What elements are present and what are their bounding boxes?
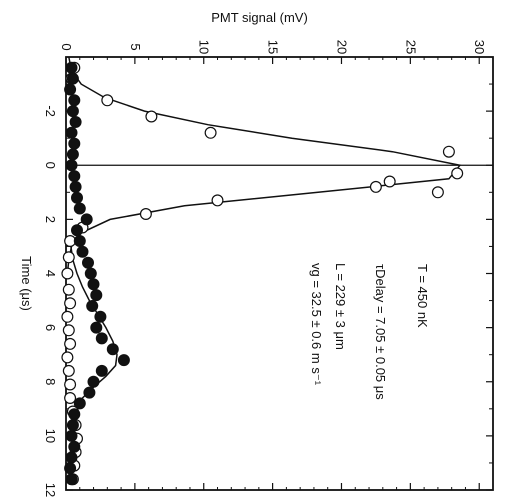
x-tick-label: 10 — [43, 429, 58, 443]
open-data-point — [61, 351, 74, 364]
annotation-4: vg = 32.5 ± 0.6 m s⁻¹ — [309, 263, 324, 386]
x-tick-label: 4 — [43, 270, 58, 277]
filled-data-point — [86, 300, 99, 313]
open-data-point — [451, 167, 464, 180]
y-tick-label: 20 — [334, 40, 349, 54]
open-data-point — [62, 283, 75, 296]
filled-data-point — [94, 310, 107, 323]
open-data-point — [64, 378, 77, 391]
tick-marks — [65, 57, 493, 491]
annotation-3: L = 229 ± 3 μm — [333, 263, 348, 350]
filled-data-point — [95, 364, 108, 377]
filled-data-point — [68, 408, 81, 421]
annotations: T = 450 nK τDelay = 7.05 ± 0.05 μs L = 229… — [309, 263, 430, 400]
filled-data-point — [65, 429, 78, 442]
filled-data-point — [68, 170, 81, 183]
filled-data-point — [64, 462, 77, 475]
filled-data-point — [65, 473, 78, 486]
filled-data-point — [73, 202, 86, 215]
open-data-point — [383, 175, 396, 188]
open-data-point — [64, 392, 77, 405]
filled-data-point — [106, 343, 119, 356]
filled-data-point — [65, 126, 78, 139]
y-tick-label: 25 — [403, 40, 418, 54]
x-tick-label: 0 — [43, 162, 58, 169]
x-tick-label: 12 — [43, 483, 58, 497]
annotation-2: τDelay = 7.05 ± 0.05 μs — [373, 264, 388, 400]
filled-data-point — [66, 148, 79, 161]
open-data-point — [442, 145, 455, 158]
filled-data-point — [117, 354, 130, 367]
filled-data-point — [65, 159, 78, 172]
filled-data-point — [87, 375, 100, 388]
filled-data-point — [64, 83, 77, 96]
filled-data-point — [70, 224, 83, 237]
filled-data-point — [65, 451, 78, 464]
open-data-point — [62, 364, 75, 377]
filled-data-point — [73, 235, 86, 248]
y-axis-label: PMT signal (mV) — [211, 10, 308, 25]
open-data-point — [211, 194, 224, 207]
open-data-point — [62, 324, 75, 337]
filled-data-point — [90, 289, 103, 302]
open-data-point — [204, 126, 217, 139]
open-data-point — [64, 337, 77, 350]
filled-data-point — [73, 397, 86, 410]
y-tick-label: 5 — [128, 43, 143, 50]
open-data-point — [431, 186, 444, 199]
x-tick-label: 8 — [43, 378, 58, 385]
x-tick-label: 6 — [43, 324, 58, 331]
open-data-point — [61, 267, 74, 280]
x-axis-label: Time (μs) — [19, 256, 34, 311]
y-tick-label: 0 — [59, 43, 74, 50]
open-data-point — [139, 208, 152, 221]
filled-data-point — [84, 267, 97, 280]
open-data-point — [101, 94, 114, 107]
open-data-point — [369, 180, 382, 193]
filled-data-point — [70, 191, 83, 204]
x-tick-label: 2 — [43, 216, 58, 223]
filled-data-point — [68, 440, 81, 453]
filled-data-point — [80, 213, 93, 226]
filled-data-point — [69, 180, 82, 193]
filled-data-point — [66, 419, 79, 432]
filled-data-point — [87, 278, 100, 291]
filled-data-point — [83, 386, 96, 399]
filled-data-point — [68, 137, 81, 150]
filled-data-point — [90, 321, 103, 334]
open-data-point — [145, 110, 158, 123]
tick-labels: 0 5 10 15 20 25 30 -2 0 2 4 6 8 10 12 — [43, 40, 487, 497]
filled-data-point — [81, 256, 94, 269]
open-data-point — [61, 310, 74, 323]
open-data-point — [62, 251, 75, 264]
filled-data-point — [66, 105, 79, 118]
y-tick-label: 30 — [472, 40, 487, 54]
filled-data-point — [65, 61, 78, 74]
x-tick-label: -2 — [43, 105, 58, 117]
filled-data-point — [68, 94, 81, 107]
y-tick-label: 15 — [266, 40, 281, 54]
filled-data-point — [69, 115, 82, 128]
filled-data-point — [66, 72, 79, 85]
annotation-1: T = 450 nK — [415, 264, 430, 328]
y-tick-label: 10 — [197, 40, 212, 54]
filled-data-point — [76, 245, 89, 258]
data-points — [61, 61, 464, 486]
open-data-point — [64, 297, 77, 310]
filled-data-point — [95, 332, 108, 345]
